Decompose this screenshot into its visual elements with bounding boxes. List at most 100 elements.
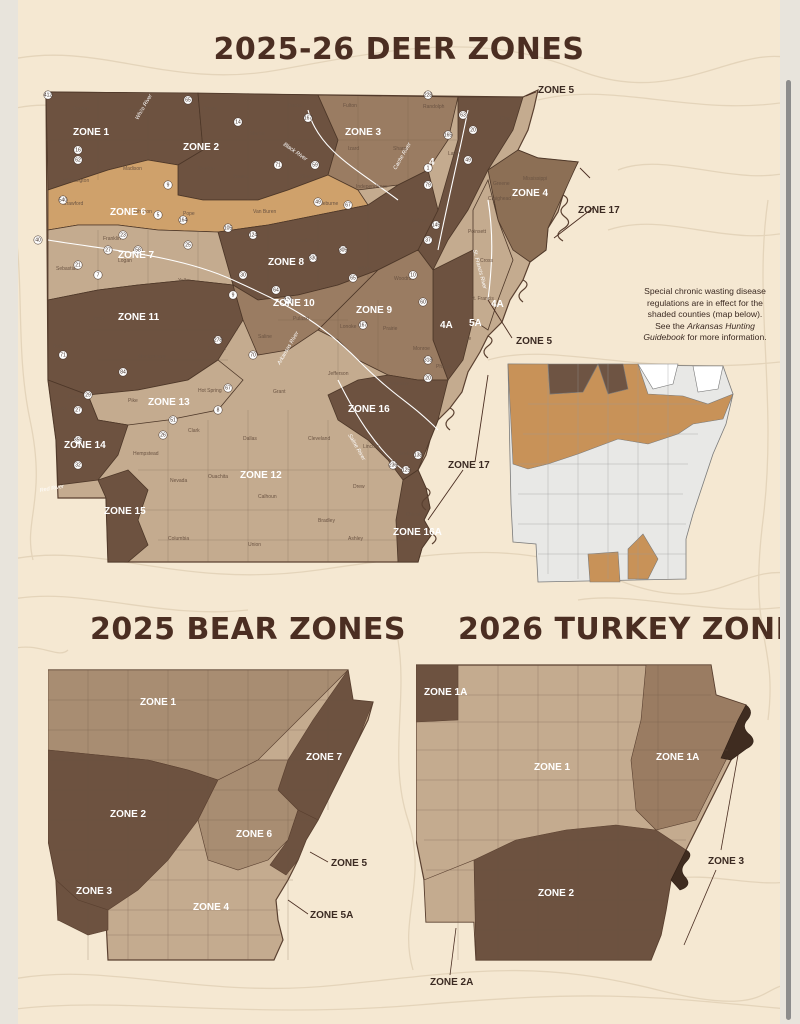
svg-text:Fulton: Fulton	[343, 103, 357, 109]
deer-zone-4-strip	[417, 96, 524, 271]
highway-shield	[358, 320, 368, 330]
svg-text:Boone: Boone	[203, 106, 218, 112]
highway-shield	[213, 335, 223, 345]
svg-text:Independence: Independence	[356, 184, 388, 190]
highway-shield	[423, 373, 433, 383]
highway-shield-label: 32	[75, 463, 81, 469]
svg-text:Nevada: Nevada	[170, 478, 187, 484]
deer-zone-label-8: ZONE 8	[268, 257, 305, 268]
svg-text:Pope: Pope	[183, 211, 195, 217]
svg-text:St. Francis: St. Francis	[470, 296, 494, 302]
highway-shield	[401, 465, 411, 475]
svg-text:Phillips: Phillips	[436, 364, 452, 370]
highway-shield	[248, 350, 258, 360]
highway-shield	[343, 200, 353, 210]
highway-shield-label: 105	[224, 226, 233, 232]
turkey-zone-2	[473, 824, 687, 961]
highway-shield	[73, 260, 83, 270]
deer-zone-label-16a: ZONE 16A	[393, 527, 442, 538]
svg-text:Franklin: Franklin	[103, 236, 121, 242]
svg-text:Perry: Perry	[258, 266, 270, 272]
highway-shield	[423, 163, 433, 173]
highway-shield	[58, 350, 68, 360]
deer-rivers	[47, 109, 493, 471]
highway-shield	[33, 235, 43, 245]
highway-shield	[443, 130, 453, 140]
svg-text:Madison: Madison	[123, 166, 142, 172]
svg-text:Benton: Benton	[73, 106, 89, 112]
highway-shield-label: 20	[425, 376, 431, 382]
turkey-zone-label-1: ZONE 1	[534, 762, 571, 773]
deer-zone-label-13: ZONE 13	[148, 397, 190, 408]
highway-shield	[468, 125, 478, 135]
highway-shield	[73, 435, 83, 445]
highway-shield-label: 65	[185, 98, 191, 104]
svg-text:Faulkner: Faulkner	[296, 238, 316, 244]
highway-shield	[73, 145, 83, 155]
turkey-zone-label-2a: ZONE 2A	[430, 977, 473, 988]
svg-text:Dallas: Dallas	[243, 436, 257, 442]
svg-text:Monroe: Monroe	[413, 346, 430, 352]
deer-zone-labels: ZONE 1 ZONE 2 ZONE 3 4 ZONE 4 ZONE 5 ZON…	[64, 85, 620, 538]
svg-text:Grant: Grant	[273, 389, 286, 395]
highway-shield	[413, 450, 423, 460]
svg-text:Baxter: Baxter	[288, 103, 303, 109]
turkey-leader-lines	[449, 754, 739, 976]
highway-shield-label: 236	[389, 463, 398, 469]
bear-county-lines	[48, 670, 348, 960]
deer-leader-lines	[427, 91, 594, 521]
highway-shield-label: 228	[424, 93, 433, 99]
highway-shield-label: 29	[85, 393, 91, 399]
svg-text:Stone: Stone	[300, 174, 313, 180]
svg-text:Cross: Cross	[480, 258, 494, 264]
highway-shield-label: 540	[59, 198, 68, 204]
highway-shield-label: 62	[75, 158, 81, 164]
highway-shield	[223, 223, 233, 233]
highway-shield-label: 40	[35, 238, 41, 244]
svg-text:Lee: Lee	[463, 336, 472, 342]
bear-zone-label-5: ZONE 5	[331, 858, 368, 869]
svg-text:Yell: Yell	[178, 278, 186, 284]
svg-text:Chicot: Chicot	[406, 512, 421, 518]
highway-shield-label: 330	[309, 256, 318, 262]
highway-shield	[408, 270, 418, 280]
turkey-zone-label-1a-nw: ZONE 1A	[424, 687, 467, 698]
highway-shield-label: 430	[284, 298, 293, 304]
deer-zone-15	[97, 469, 149, 563]
highway-shield-label: 124	[249, 233, 258, 239]
deer-zone-label-3: ZONE 3	[345, 127, 382, 138]
svg-text:Hot Spring: Hot Spring	[198, 388, 222, 394]
scrollbar[interactable]	[786, 80, 791, 1020]
highway-shield	[338, 245, 348, 255]
svg-text:Saline: Saline	[258, 334, 272, 340]
highway-shield	[118, 230, 128, 240]
highway-shield	[348, 273, 358, 283]
svg-text:Clark: Clark	[188, 428, 200, 434]
cwd-inset-map	[507, 363, 734, 583]
highway-shield-label: 64	[273, 288, 279, 294]
deer-zone-label-1: ZONE 1	[73, 127, 110, 138]
river-label-red: Red River	[39, 484, 65, 494]
svg-text:Van Buren: Van Buren	[253, 209, 276, 215]
deer-zone-label-6: ZONE 6	[110, 207, 147, 218]
svg-text:Union: Union	[248, 542, 261, 548]
highway-shield	[228, 290, 238, 300]
highway-shield-label: 145	[432, 223, 441, 229]
deer-zone-label-17-bottom: ZONE 17	[448, 460, 490, 471]
highway-shield	[183, 240, 193, 250]
svg-text:Conway: Conway	[233, 231, 252, 237]
highway-shield	[423, 355, 433, 365]
svg-text:Cleburne: Cleburne	[318, 201, 339, 207]
highway-shield-label: 20	[470, 128, 476, 134]
svg-text:Sharp: Sharp	[393, 146, 407, 152]
highway-shield-label: 60	[420, 300, 426, 306]
highway-shield-label: 58	[135, 248, 141, 254]
highway-shield-label: 7	[97, 273, 100, 279]
turkey-zone-1a-east	[630, 664, 747, 831]
turkey-zone-label-3: ZONE 3	[708, 856, 745, 867]
svg-text:Randolph: Randolph	[423, 104, 445, 110]
svg-text:Scott: Scott	[93, 316, 105, 322]
deer-zone-label-5-top: ZONE 5	[538, 85, 575, 96]
highway-shield-label: 5	[157, 213, 160, 219]
deer-zones-title: 2025-26 DEER ZONES	[213, 32, 585, 67]
